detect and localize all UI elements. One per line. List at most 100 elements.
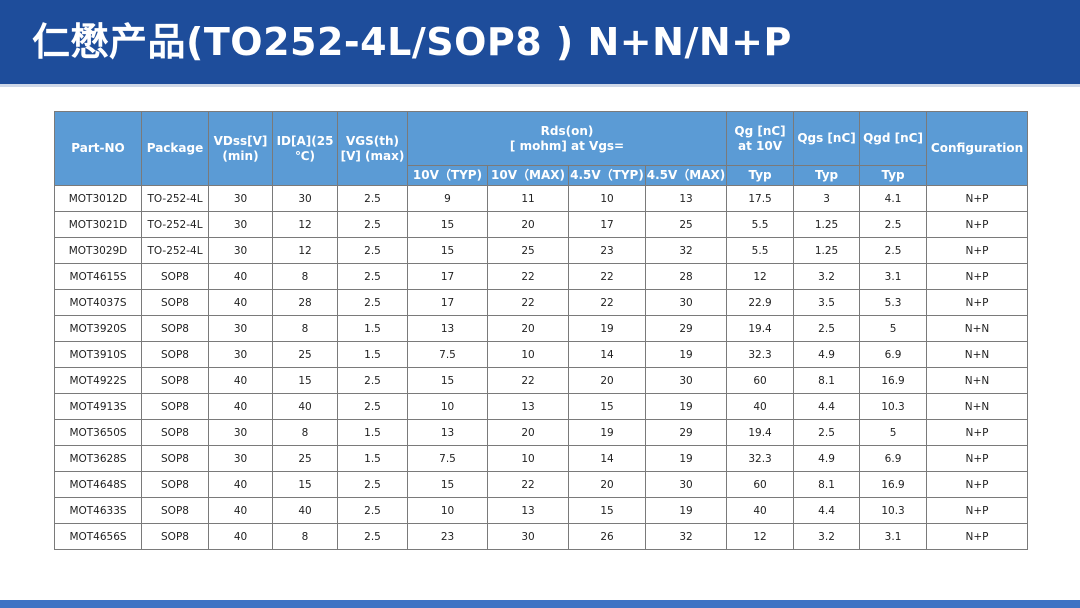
table-cell: 4.4 — [793, 393, 861, 420]
table-cell: 20 — [568, 471, 646, 498]
table-cell: 15 — [568, 393, 646, 420]
table-cell: 2.5 — [337, 393, 408, 420]
table-cell: SOP8 — [141, 289, 209, 316]
table-row: MOT4633S SOP8 40 40 2.5 10 13 15 19 40 4.4 10.3 N+P — [54, 497, 1029, 524]
table-row: MOT3910S SOP8 30 25 1.5 7.5 10 14 19 32.3 4.9 6.9 N+… — [54, 341, 1029, 368]
table-cell: 15 — [407, 471, 488, 498]
table-cell: MOT4037S — [54, 289, 142, 316]
table-cell: 25 — [487, 237, 569, 264]
table-cell: MOT4648S — [54, 471, 142, 498]
table-cell: 17 — [407, 289, 488, 316]
table-cell: 19 — [644, 497, 728, 524]
table-cell: 8 — [272, 315, 338, 342]
table-cell: 25 — [644, 211, 728, 238]
table-cell: 20 — [487, 315, 569, 342]
table-cell: 13 — [407, 419, 488, 446]
table-cell: 3.2 — [793, 263, 861, 290]
header-rds-line1: Rds(on) — [540, 123, 594, 138]
table-cell: TO-252-4L — [141, 211, 209, 238]
table-cell: 22 — [568, 289, 646, 316]
header-vgs: VGS(th)[V] (max) — [337, 111, 408, 186]
table-cell: N+P — [926, 185, 1029, 212]
table-cell: 40 — [208, 367, 273, 394]
table-cell: 1.25 — [793, 237, 861, 264]
table-cell: 30 — [208, 445, 273, 472]
table-cell: 60 — [726, 367, 795, 394]
table-cell: 5 — [859, 419, 928, 446]
table-row: MOT3650S SOP8 30 8 1.5 13 20 19 29 19.4 2.5 5 N+P — [54, 419, 1029, 446]
table-cell: SOP8 — [141, 471, 209, 498]
table-cell: SOP8 — [141, 445, 209, 472]
subheader-cell: Typ — [859, 165, 928, 186]
header-divider — [0, 84, 1080, 87]
table-cell: N+P — [926, 419, 1029, 446]
table-cell: 16.9 — [859, 471, 928, 498]
header-qg: Qg [nC] at 10V — [726, 111, 795, 166]
table-cell: 3.2 — [793, 523, 861, 550]
table-cell: 22 — [487, 471, 569, 498]
table-cell: 8 — [272, 263, 338, 290]
table-cell: 22 — [487, 289, 569, 316]
table-cell: MOT3012D — [54, 185, 142, 212]
table-cell: 15 — [272, 471, 338, 498]
table-cell: 28 — [272, 289, 338, 316]
table-cell: MOT4913S — [54, 393, 142, 420]
table-cell: 7.5 — [407, 341, 488, 368]
table-cell: 2.5 — [859, 237, 928, 264]
table-cell: 3 — [793, 185, 861, 212]
header-qgs: Qgs [nC] — [793, 111, 861, 166]
table-cell: MOT3021D — [54, 211, 142, 238]
table-cell: MOT3029D — [54, 237, 142, 264]
table-cell: 25 — [272, 341, 338, 368]
header-package: Package — [141, 111, 209, 186]
table-cell: MOT4633S — [54, 497, 142, 524]
table-cell: 28 — [644, 263, 728, 290]
table-cell: 40 — [208, 471, 273, 498]
table-row: MOT4913S SOP8 40 40 2.5 10 13 15 19 40 4.4 10.3 N+N — [54, 393, 1029, 420]
table-cell: TO-252-4L — [141, 237, 209, 264]
table-cell: 30 — [644, 289, 728, 316]
table-cell: 4.4 — [793, 497, 861, 524]
table-cell: 20 — [487, 211, 569, 238]
table-cell: 2.5 — [793, 419, 861, 446]
table-cell: N+P — [926, 211, 1029, 238]
table-row: MOT3021D TO-252-4L 30 12 2.5 15 20 17 25 5.5 1.25 2… — [54, 211, 1029, 238]
table-cell: 4.1 — [859, 185, 928, 212]
table-row: MOT3012D TO-252-4L 30 30 2.5 9 11 10 13 17.5 3 4.1 N… — [54, 185, 1029, 212]
table-cell: 2.5 — [337, 497, 408, 524]
subheader-cell: Typ — [726, 165, 795, 186]
table-row: MOT3628S SOP8 30 25 1.5 7.5 10 14 19 32.3 4.9 6.9 N+… — [54, 445, 1029, 472]
table-cell: SOP8 — [141, 419, 209, 446]
table-cell: SOP8 — [141, 315, 209, 342]
table-cell: 20 — [568, 367, 646, 394]
table-cell: 15 — [568, 497, 646, 524]
table-cell: 32 — [644, 237, 728, 264]
table-cell: 10 — [487, 445, 569, 472]
table-row: MOT4037S SOP8 40 28 2.5 17 22 22 30 22.9 3.5 5.3 N+P — [54, 289, 1029, 316]
table-cell: 12 — [726, 263, 795, 290]
table-cell: 2.5 — [337, 471, 408, 498]
table-cell: 1.5 — [337, 419, 408, 446]
table-cell: 19 — [644, 341, 728, 368]
table-cell: 30 — [644, 471, 728, 498]
table-cell: 2.5 — [337, 367, 408, 394]
table-cell: 17 — [407, 263, 488, 290]
subheader-cell: 4.5V（TYP) — [568, 165, 646, 186]
table-cell: 22 — [568, 263, 646, 290]
table-cell: N+P — [926, 471, 1029, 498]
table-body: MOT3012D TO-252-4L 30 30 2.5 9 11 10 13 17.5 3 4.1 N… — [54, 185, 1029, 550]
table-cell: 19 — [644, 393, 728, 420]
table-cell: 5.3 — [859, 289, 928, 316]
page-title: 仁懋产品(TO252-4L/SOP8 ) N+N/N+P — [32, 20, 792, 64]
table-cell: 30 — [208, 419, 273, 446]
table-cell: 10 — [407, 497, 488, 524]
subheader-cell: 10V（TYP) — [407, 165, 488, 186]
table-cell: N+P — [926, 523, 1029, 550]
table-cell: SOP8 — [141, 497, 209, 524]
table-cell: 19.4 — [726, 315, 795, 342]
table-cell: N+N — [926, 367, 1029, 394]
table-cell: 9 — [407, 185, 488, 212]
table-cell: N+P — [926, 497, 1029, 524]
table-cell: 20 — [487, 419, 569, 446]
table-cell: N+P — [926, 237, 1029, 264]
